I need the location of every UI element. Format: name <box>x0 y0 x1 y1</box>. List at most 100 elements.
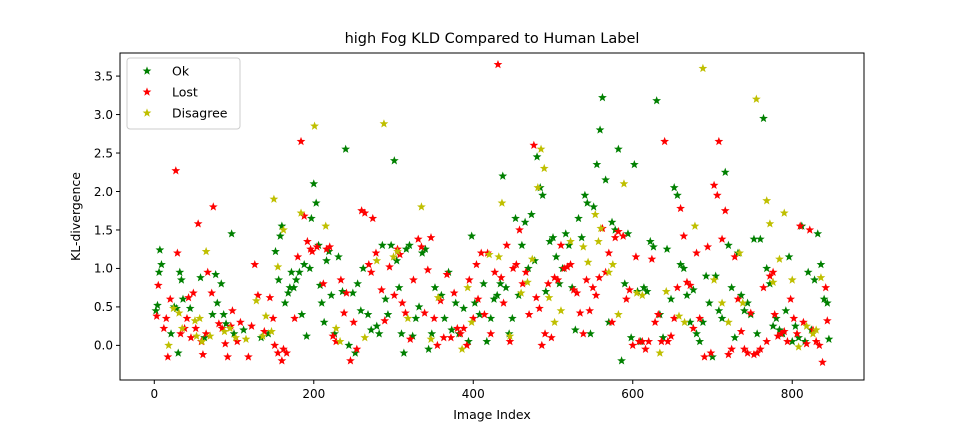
data-point-ok <box>582 198 592 207</box>
data-point-lost <box>650 317 660 327</box>
data-point-lost <box>575 308 585 317</box>
data-point-lost <box>621 294 631 303</box>
data-point-ok <box>749 234 759 243</box>
data-point-lost <box>480 310 489 319</box>
data-point-ok <box>486 313 496 323</box>
data-point-lost <box>628 340 638 350</box>
data-point-lost <box>223 352 233 361</box>
data-point-lost <box>459 323 469 333</box>
data-point-disagree <box>169 303 178 313</box>
data-point-lost <box>607 317 617 327</box>
data-point-lost <box>786 294 796 303</box>
data-point-lost <box>703 242 713 251</box>
data-point-ok <box>551 252 561 261</box>
data-point-lost <box>755 344 765 353</box>
data-point-disagree <box>724 317 733 327</box>
data-point-ok <box>401 244 411 253</box>
data-point-disagree <box>403 313 413 323</box>
data-point-ok <box>408 331 418 340</box>
data-point-ok <box>561 229 571 238</box>
data-point-ok <box>688 285 698 294</box>
data-point-lost <box>493 59 503 69</box>
y-tick-label: 1.5 <box>94 223 113 237</box>
data-point-ok <box>791 321 800 330</box>
data-point-disagree <box>655 348 665 357</box>
data-point-ok <box>295 267 304 276</box>
data-point-disagree <box>258 331 268 340</box>
data-point-ok <box>666 294 676 303</box>
y-tick-label: 3.5 <box>94 69 113 83</box>
data-point-ok <box>501 283 511 292</box>
data-point-lost <box>676 203 685 213</box>
data-point-ok <box>511 213 520 223</box>
x-tick-label: 800 <box>781 387 804 401</box>
data-point-ok <box>459 303 469 313</box>
data-point-disagree <box>505 331 515 340</box>
data-point-disagree <box>335 336 345 346</box>
data-point-lost <box>188 288 198 297</box>
data-point-disagree <box>604 267 614 276</box>
data-point-ok <box>350 348 360 357</box>
data-point-ok <box>682 290 692 300</box>
data-point-ok <box>377 240 387 250</box>
data-point-lost <box>439 333 449 342</box>
data-point-lost <box>176 329 185 338</box>
data-point-ok <box>548 233 558 242</box>
data-point-ok <box>280 298 290 307</box>
data-point-ok <box>736 290 746 300</box>
data-point-ok <box>311 198 321 207</box>
data-point-disagree <box>269 194 279 203</box>
data-point-disagree <box>779 208 789 217</box>
data-point-lost <box>236 317 245 327</box>
data-point-lost <box>449 288 459 297</box>
x-tick-label: 400 <box>462 387 485 401</box>
data-point-disagree <box>273 262 283 271</box>
data-point-ok <box>467 231 477 240</box>
data-point-ok <box>421 244 430 253</box>
legend-label-lost: Lost <box>172 85 198 100</box>
data-point-ok <box>175 267 185 276</box>
data-point-ok <box>787 336 797 346</box>
data-point-ok <box>768 321 778 330</box>
data-point-lost <box>505 336 515 346</box>
data-point-ok <box>498 171 508 180</box>
data-point-ok <box>389 156 399 165</box>
data-point-disagree <box>197 336 207 346</box>
data-point-ok <box>212 298 222 307</box>
data-point-ok <box>338 286 347 296</box>
data-point-disagree <box>594 236 603 246</box>
data-point-lost <box>543 279 553 288</box>
data-point-disagree <box>775 254 784 263</box>
data-point-lost <box>601 267 611 276</box>
data-point-disagree <box>261 311 271 320</box>
data-point-ok <box>274 275 284 284</box>
data-point-ok <box>263 329 273 338</box>
data-point-lost <box>247 321 256 330</box>
data-point-ok <box>752 329 762 338</box>
data-point-disagree <box>523 277 532 287</box>
data-point-ok <box>538 190 548 200</box>
data-point-ok <box>344 340 354 350</box>
data-point-ok <box>523 263 533 273</box>
legend-marker-disagree <box>142 108 152 117</box>
data-point-lost <box>279 344 288 353</box>
data-point-ok <box>698 317 708 327</box>
data-point-ok <box>592 159 602 169</box>
data-point-ok <box>287 267 296 276</box>
data-point-ok <box>479 279 488 288</box>
data-point-disagree <box>484 249 494 259</box>
legend-marker-lost <box>142 87 152 96</box>
data-point-lost <box>743 348 752 357</box>
data-point-ok <box>363 310 373 319</box>
data-point-ok <box>541 286 551 296</box>
data-point-lost <box>669 313 679 323</box>
data-point-ok <box>227 229 237 238</box>
data-point-ok <box>451 298 461 307</box>
data-point-lost <box>569 285 579 294</box>
series-disagree <box>164 63 826 357</box>
data-point-disagree <box>516 288 526 297</box>
data-point-disagree <box>205 331 215 340</box>
data-point-ok <box>392 256 402 265</box>
data-point-ok <box>397 329 406 338</box>
